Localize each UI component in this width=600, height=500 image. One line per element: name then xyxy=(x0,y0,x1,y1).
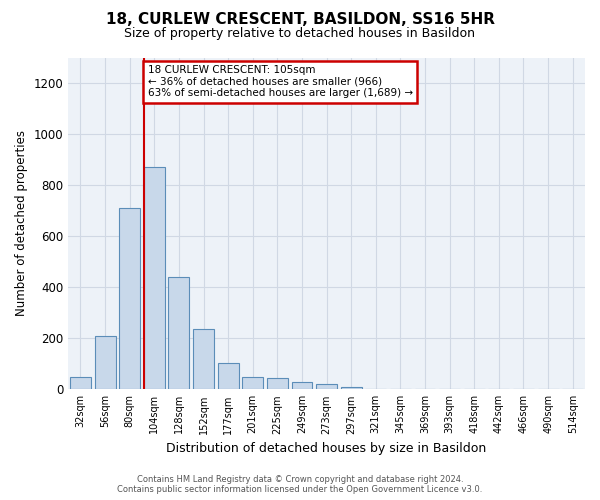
Text: Size of property relative to detached houses in Basildon: Size of property relative to detached ho… xyxy=(125,28,476,40)
Bar xyxy=(316,384,337,390)
Bar xyxy=(169,277,190,390)
Text: 18 CURLEW CRESCENT: 105sqm
← 36% of detached houses are smaller (966)
63% of sem: 18 CURLEW CRESCENT: 105sqm ← 36% of deta… xyxy=(148,65,413,98)
Bar xyxy=(341,387,362,390)
Bar xyxy=(218,362,239,390)
X-axis label: Distribution of detached houses by size in Basildon: Distribution of detached houses by size … xyxy=(166,442,487,455)
Bar xyxy=(292,382,313,390)
Bar xyxy=(95,336,116,390)
Bar xyxy=(267,378,288,390)
Bar xyxy=(242,376,263,390)
Bar xyxy=(144,168,165,390)
Y-axis label: Number of detached properties: Number of detached properties xyxy=(15,130,28,316)
Text: 18, CURLEW CRESCENT, BASILDON, SS16 5HR: 18, CURLEW CRESCENT, BASILDON, SS16 5HR xyxy=(106,12,494,28)
Bar xyxy=(70,376,91,390)
Text: Contains HM Land Registry data © Crown copyright and database right 2024.
Contai: Contains HM Land Registry data © Crown c… xyxy=(118,474,482,494)
Bar xyxy=(193,330,214,390)
Bar xyxy=(119,208,140,390)
